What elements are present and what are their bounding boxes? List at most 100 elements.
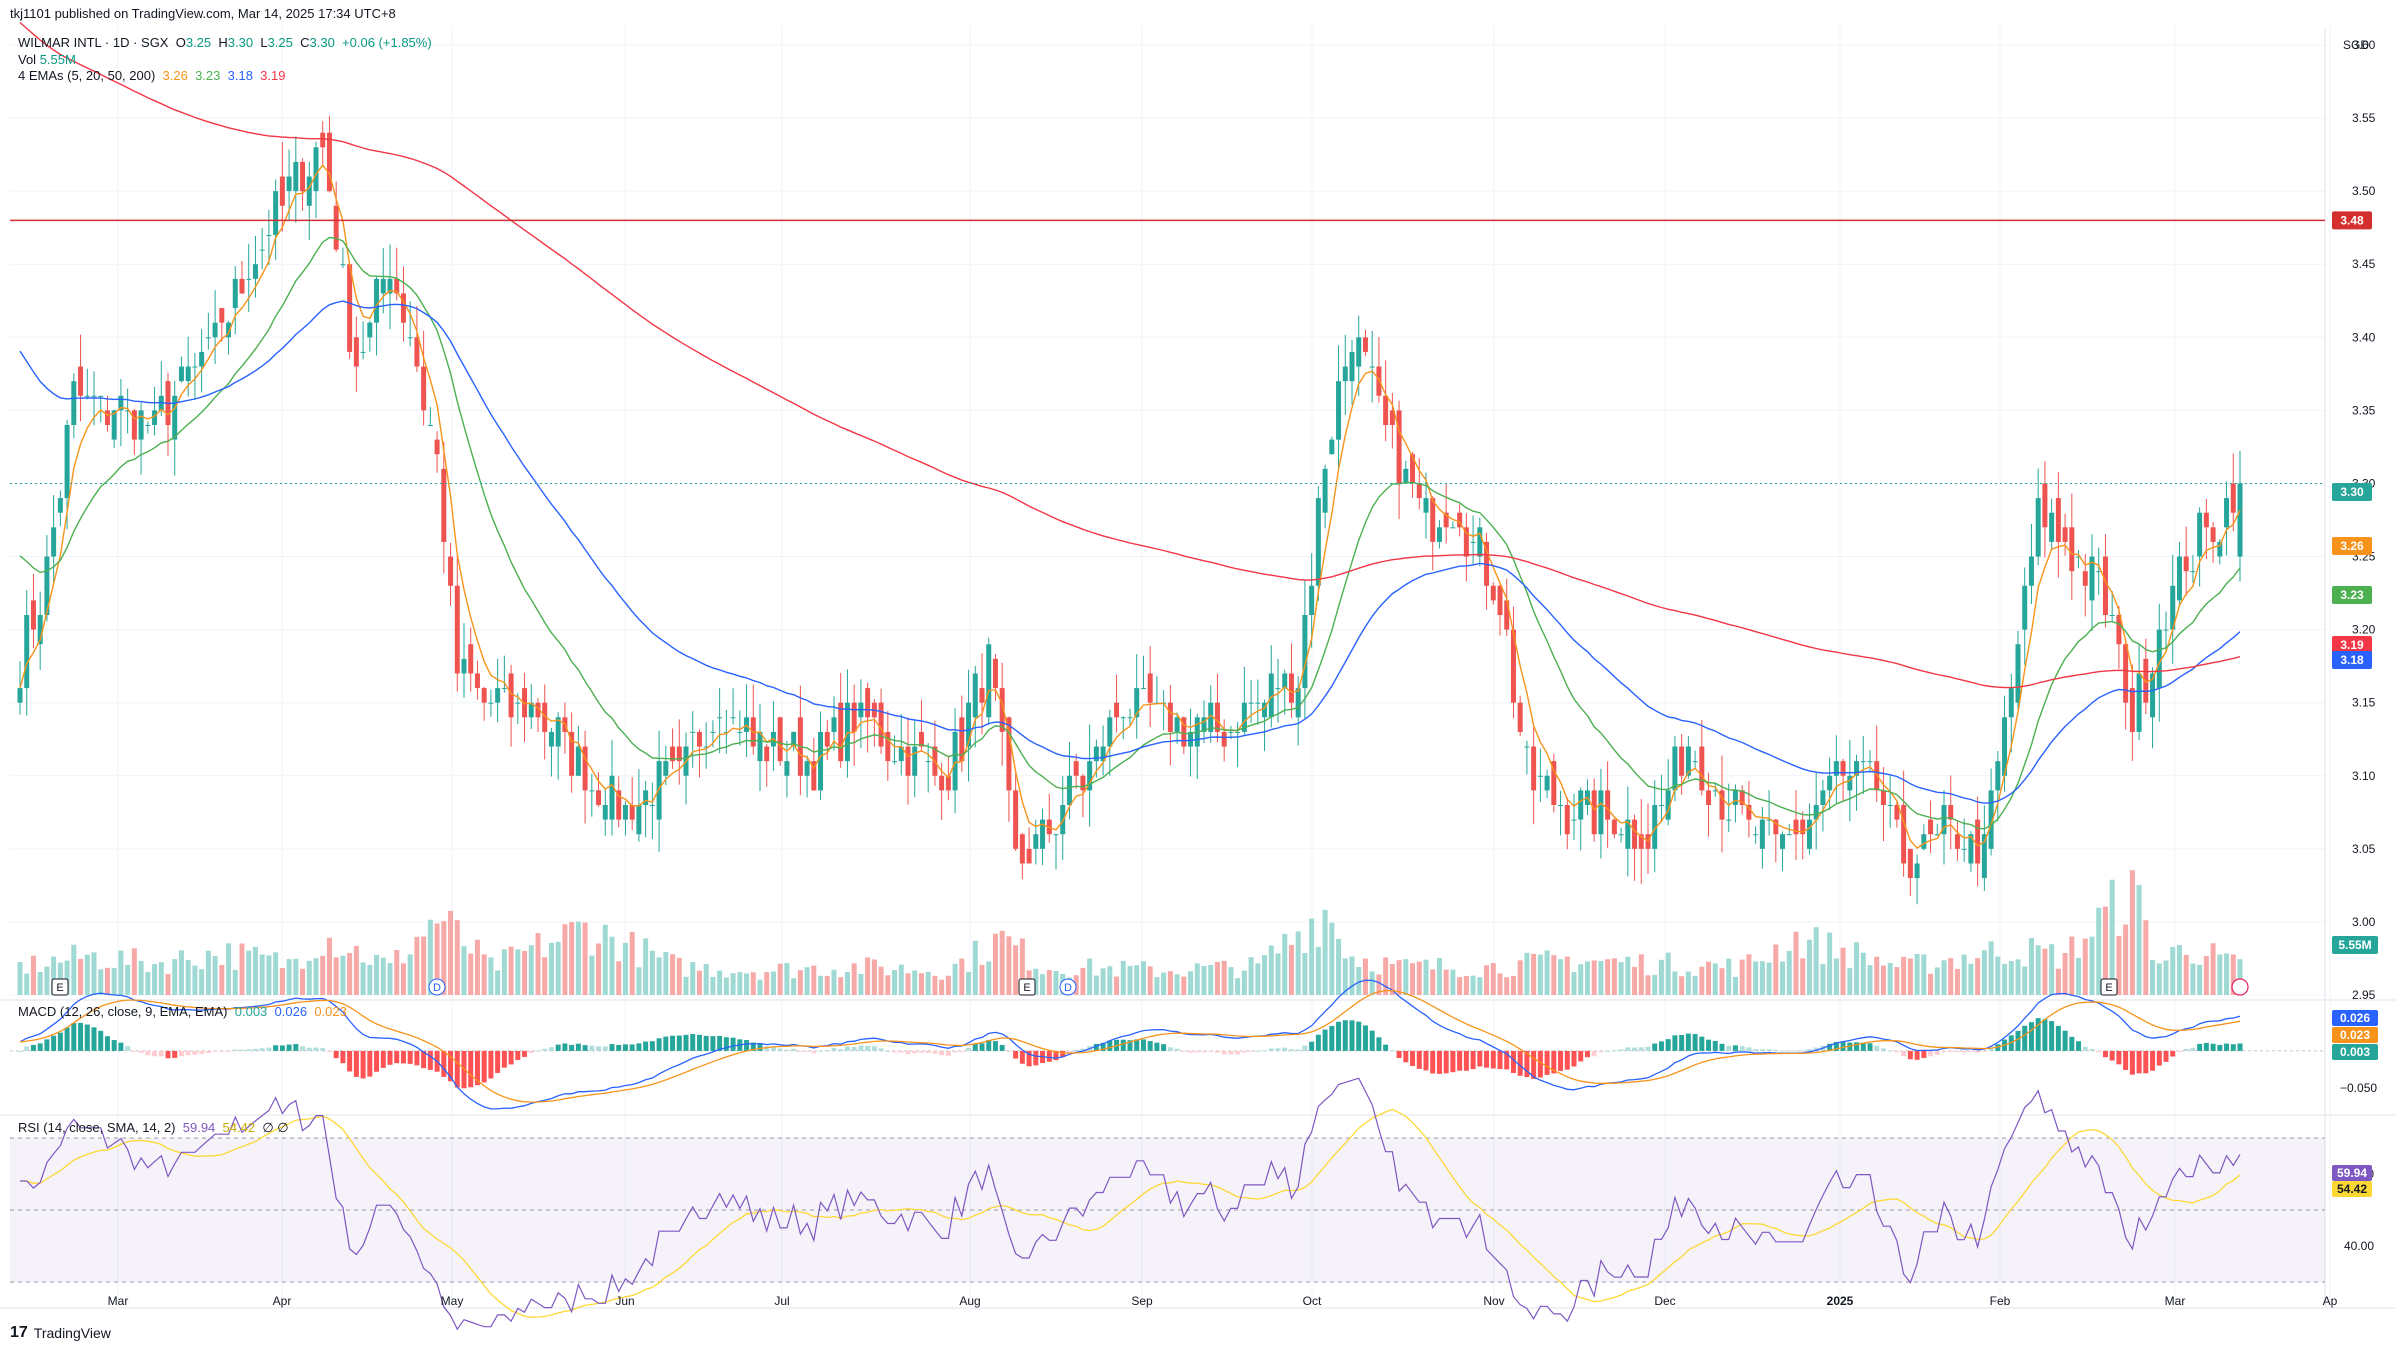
macd-histogram-bar (777, 1048, 783, 1051)
ema-lines (19, 21, 2241, 850)
macd-histogram-bar (1410, 1050, 1416, 1066)
macd-hist-value: 0.003 (234, 1004, 268, 1019)
earnings-marker-label: E (56, 982, 63, 994)
macd-histogram-bar (878, 1048, 884, 1051)
macd-histogram-bar (427, 1050, 433, 1070)
candle-body (205, 337, 211, 339)
volume-bar (1268, 945, 1274, 995)
volume-bar (1423, 959, 1429, 995)
candle-body (670, 746, 676, 762)
rsi-badge (2332, 1181, 2372, 1197)
candle-body (1544, 775, 1550, 791)
volume-bar (1658, 959, 1664, 995)
volume-bar (1739, 959, 1745, 995)
macd-histogram-bar (259, 1048, 265, 1051)
candle-body (737, 731, 743, 733)
rsi-legend[interactable]: RSI (14, close, SMA, 14, 2) 59.94 54.42 … (18, 1120, 289, 1135)
volume-bar (340, 955, 346, 995)
macd-histogram-bar (78, 1022, 84, 1051)
candle-body (824, 731, 830, 747)
macd-histogram-bar (1288, 1049, 1294, 1051)
volume-bar (575, 921, 581, 995)
volume-bar (1544, 950, 1550, 995)
candle-body (1214, 702, 1220, 732)
macd-histogram-bar (1154, 1042, 1160, 1051)
volume-bar (757, 979, 763, 995)
volume-bar (1860, 952, 1866, 995)
volume-bar (1241, 970, 1247, 995)
tradingview-logo[interactable]: 17 TradingView (10, 1324, 111, 1342)
volume-bar (865, 957, 871, 995)
candle-body (696, 731, 702, 747)
macd-histogram-bar (178, 1050, 184, 1057)
macd-histogram-bar (1732, 1045, 1738, 1051)
macd-legend[interactable]: MACD (12, 26, close, 9, EMA, EMA) 0.003 … (18, 1004, 347, 1019)
volume-bar (2136, 884, 2142, 995)
chart-grid (0, 25, 2396, 1309)
price-badge-ema50 (2332, 651, 2372, 669)
macd-histogram-bar (407, 1050, 413, 1064)
volume-legend[interactable]: Vol 5.55M (18, 52, 76, 67)
volume-bar (643, 938, 649, 995)
candle-body (1746, 805, 1752, 820)
candle-body (966, 702, 972, 747)
volume-bar (1006, 936, 1012, 995)
macd-histogram-bar (757, 1043, 763, 1051)
candle-body (1598, 790, 1604, 835)
macd-histogram-bar (1591, 1050, 1597, 1057)
price-tick-label: 3.20 (2352, 623, 2376, 637)
volume-bar (663, 951, 669, 995)
macd-histogram-bar (347, 1050, 353, 1072)
price-badge-label: 3.18 (2340, 653, 2364, 667)
macd-histogram-bar (488, 1050, 494, 1079)
volume-bar (454, 920, 460, 995)
macd-histogram-bar (2237, 1043, 2243, 1051)
macd-histogram-bar (2096, 1050, 2102, 1053)
volume-bar (1282, 933, 1288, 995)
macd-histogram-bar (838, 1049, 844, 1051)
volume-bar (1484, 965, 1490, 995)
macd-histogram-bar (2022, 1025, 2028, 1051)
horizontal-level-line[interactable] (10, 219, 2325, 484)
volume-bar (717, 970, 723, 995)
macd-histogram-bar (441, 1050, 447, 1077)
candle-body (548, 731, 554, 747)
macd-histogram-bar (2143, 1050, 2149, 1074)
volume-bar (1820, 964, 1826, 995)
volume-bar (522, 950, 528, 995)
macd-histogram-bar (1268, 1048, 1274, 1051)
candle-body (1860, 761, 1866, 763)
candle-body (1127, 717, 1133, 719)
macd-histogram-bar (30, 1044, 36, 1051)
ema-legend[interactable]: 4 EMAs (5, 20, 50, 200) 3.26 3.23 3.18 3… (18, 68, 286, 83)
volume-bar (152, 963, 158, 995)
candle-body (865, 688, 871, 718)
candle-body (791, 731, 797, 747)
high-value: 3.30 (227, 35, 254, 50)
candle-body (1847, 775, 1853, 791)
macd-histogram-bar (2082, 1046, 2088, 1051)
macd-histogram-bar (1127, 1040, 1133, 1051)
candle-body (24, 615, 30, 689)
price-badge-ema20 (2332, 586, 2372, 604)
ema-5-line (19, 164, 2241, 850)
volume-bar (2035, 945, 2041, 995)
candle-body (2136, 673, 2142, 732)
macd-histogram-bar (2069, 1036, 2075, 1051)
candle-body (2203, 512, 2209, 528)
symbol-name[interactable]: WILMAR INTL · 1D · SGX (18, 35, 169, 50)
macd-histogram-bar (1201, 1050, 1207, 1053)
candle-body (98, 395, 104, 397)
macd-histogram-bar (730, 1037, 736, 1051)
candle-body (441, 468, 447, 542)
volume-bar (2143, 920, 2149, 995)
candle-body (266, 235, 272, 236)
candle-body (710, 731, 716, 733)
macd-histogram-bar (1463, 1050, 1469, 1071)
macd-histogram-bar (1658, 1041, 1664, 1051)
volume-bar (1800, 958, 1806, 995)
candle-body (2096, 571, 2102, 573)
low-value: 3.25 (267, 35, 293, 50)
